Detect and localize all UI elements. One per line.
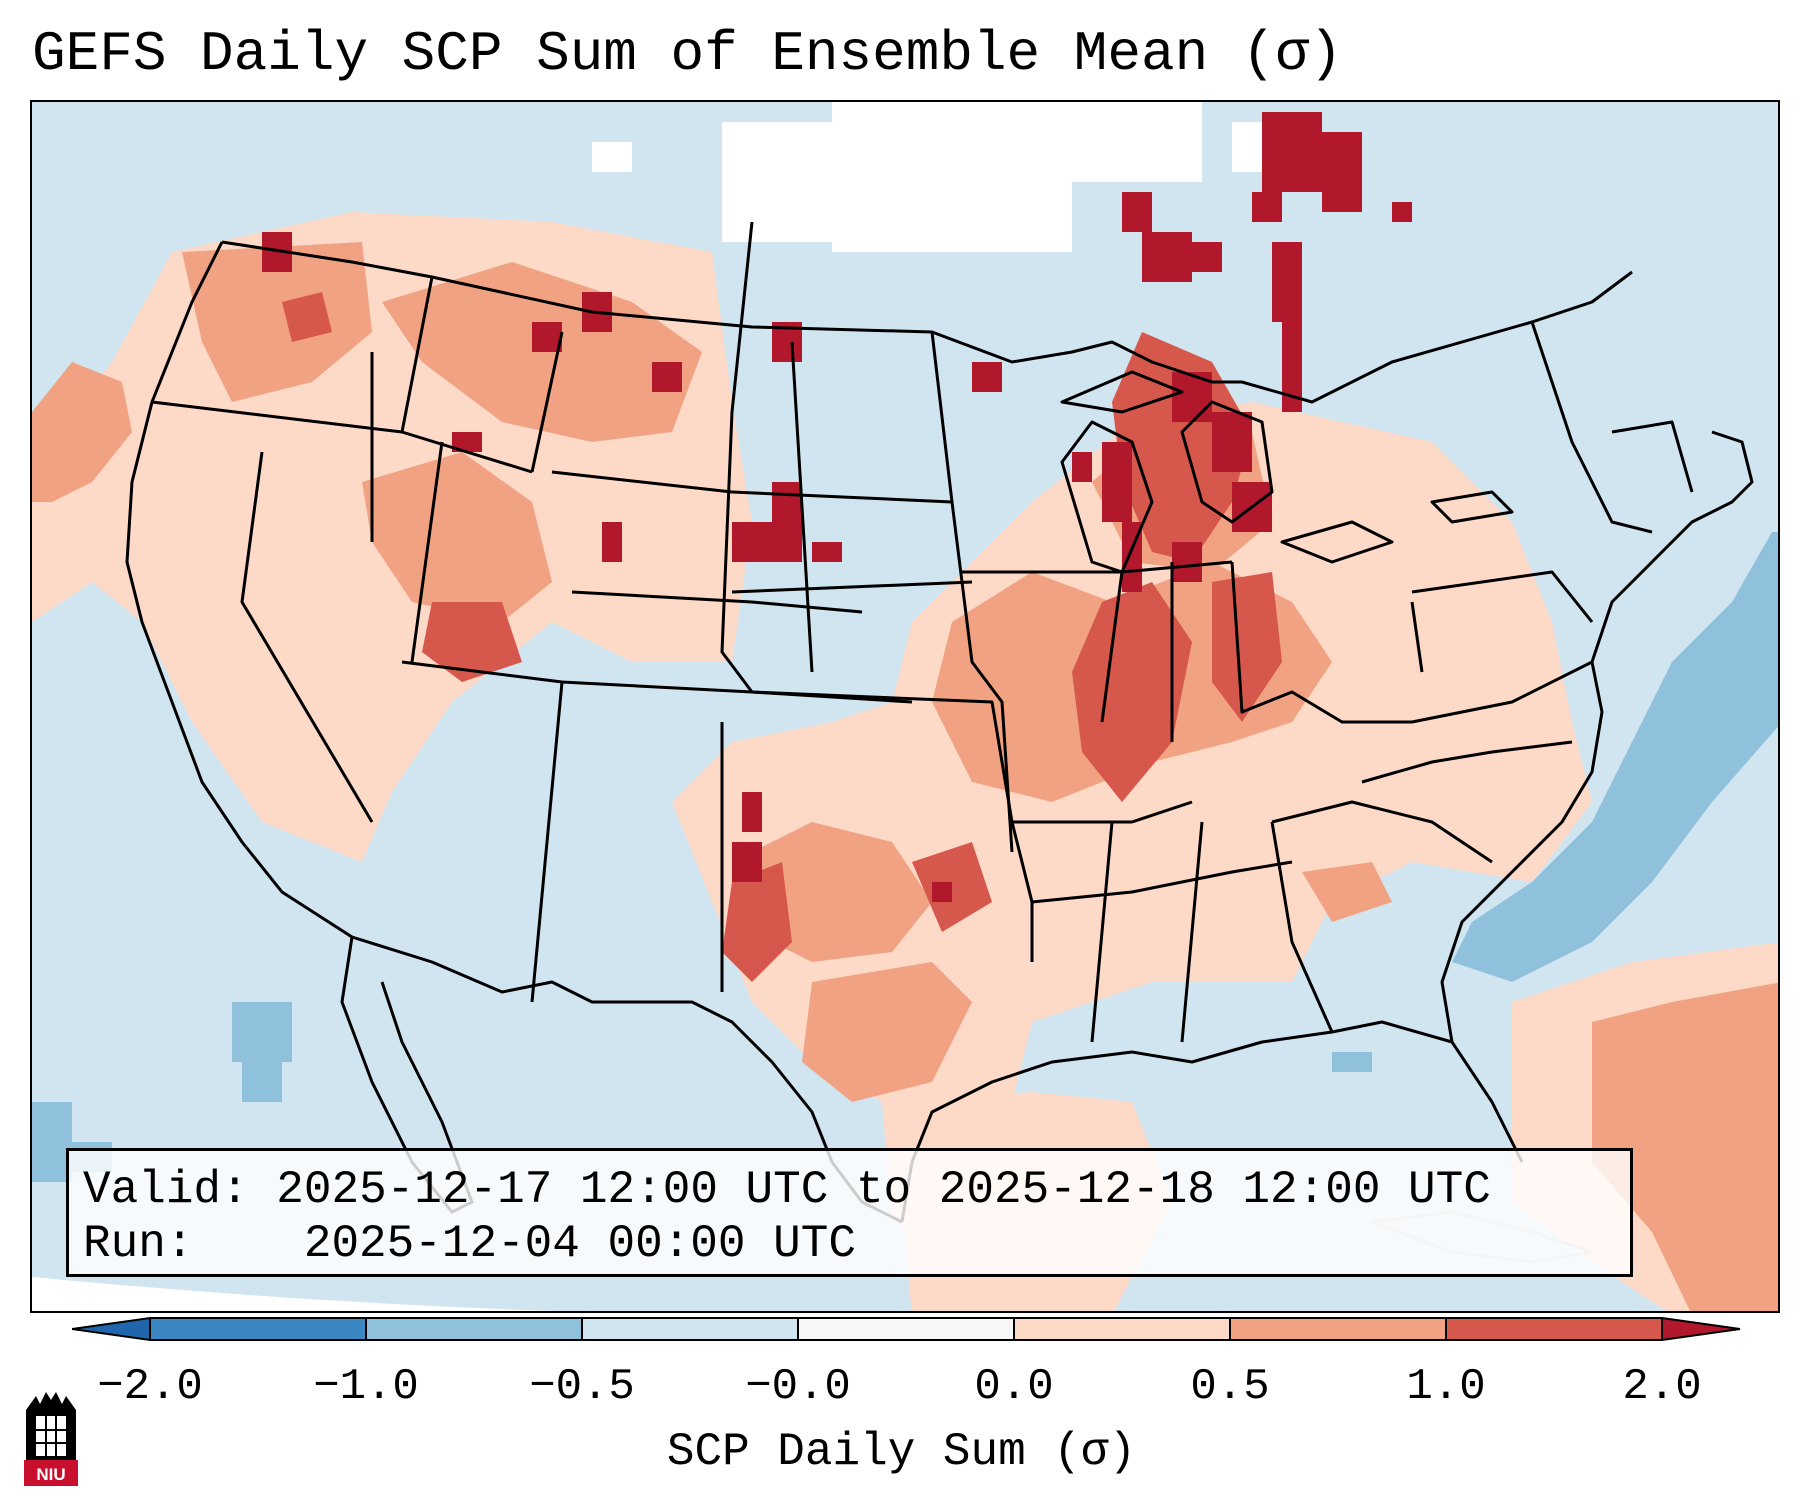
political-boundaries xyxy=(125,221,1754,1264)
map-title: GEFS Daily SCP Sum of Ensemble Mean (σ) xyxy=(32,22,1343,86)
colorbar-bin-4 xyxy=(798,1318,1014,1340)
scp-strong-red-regions xyxy=(282,292,1282,982)
colorbar-bin-5 xyxy=(1014,1318,1230,1340)
colorbar-over-arrow xyxy=(1661,1316,1741,1342)
colorbar-tick-label: 2.0 xyxy=(1622,1362,1702,1412)
run-time-row: Run: 2025-12-04 00:00 UTC xyxy=(83,1217,1616,1271)
colorbar-bin-7 xyxy=(1446,1318,1662,1340)
colorbar xyxy=(72,1316,1741,1342)
map-panel[interactable] xyxy=(30,100,1780,1313)
valid-value: 2025-12-17 12:00 UTC to 2025-12-18 12:00… xyxy=(276,1164,1491,1216)
colorbar-bin-1 xyxy=(150,1318,366,1340)
colorbar-bin-3 xyxy=(582,1318,798,1340)
valid-label: Valid: xyxy=(83,1164,249,1216)
canada-near-zero-patches xyxy=(592,102,1312,252)
atlantic-negative-band xyxy=(1452,532,1778,982)
niu-logo-icon: NIU xyxy=(24,1392,78,1486)
colorbar-bin-6 xyxy=(1230,1318,1446,1340)
colorbar-tick-label: −1.0 xyxy=(313,1362,419,1412)
run-value: 2025-12-04 00:00 UTC xyxy=(303,1218,856,1270)
colorbar-tick-label: −0.5 xyxy=(529,1362,635,1412)
pacific-negative-patches xyxy=(32,1002,1372,1182)
logo-text: NIU xyxy=(36,1465,65,1484)
scp-extreme-pixels xyxy=(262,112,1412,902)
colorbar-tick-label: −0.0 xyxy=(745,1362,851,1412)
colorbar-under-arrow xyxy=(72,1316,151,1342)
colorbar-tick-label: 1.0 xyxy=(1406,1362,1486,1412)
validity-info-box: Valid: 2025-12-17 12:00 UTC to 2025-12-1… xyxy=(66,1148,1633,1277)
run-label: Run: xyxy=(83,1218,194,1270)
colorbar-tick-label: 0.5 xyxy=(1190,1362,1270,1412)
colorbar-bin-2 xyxy=(366,1318,582,1340)
colorbar-tick-label: 0.0 xyxy=(974,1362,1054,1412)
valid-time-row: Valid: 2025-12-17 12:00 UTC to 2025-12-1… xyxy=(83,1163,1616,1217)
scp-map-svg xyxy=(32,102,1778,1311)
projection-corner-sw xyxy=(32,1277,555,1311)
colorbar-label: SCP Daily Sum (σ) xyxy=(666,1426,1137,1478)
colorbar-tick-label: −2.0 xyxy=(97,1362,203,1412)
